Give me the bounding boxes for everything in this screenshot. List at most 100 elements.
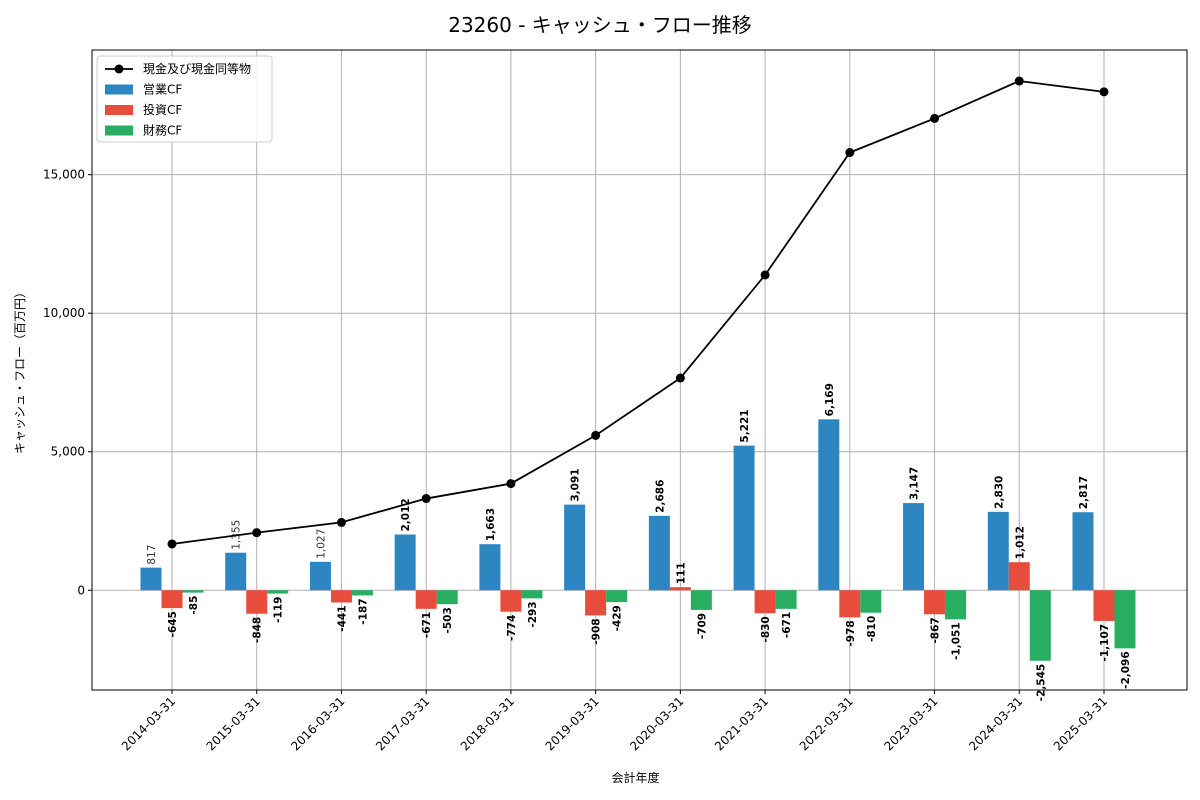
bar-label: -671 <box>781 612 793 638</box>
bar <box>1029 590 1051 661</box>
bar <box>394 534 416 591</box>
bar-label: -2,545 <box>1035 664 1047 702</box>
bar <box>479 544 501 591</box>
cash-point <box>506 479 516 489</box>
bar-label: 2,686 <box>654 480 666 513</box>
cash-point <box>591 430 601 440</box>
y-tick-label: 10,000 <box>43 306 85 320</box>
bar <box>754 590 776 614</box>
bar <box>225 552 247 591</box>
bar <box>140 567 162 591</box>
cash-point <box>760 270 770 280</box>
cash-point <box>167 539 177 549</box>
y-axis-label: キャッシュ・フロー（百万円） <box>13 286 27 454</box>
bar-label: -709 <box>696 613 708 639</box>
bar-label: 2,830 <box>993 476 1005 509</box>
bar <box>415 590 437 609</box>
bar-label: -85 <box>188 596 200 615</box>
bar-label: -848 <box>252 617 264 643</box>
bar-label: 3,091 <box>570 468 582 501</box>
legend-bar-swatch <box>105 84 133 95</box>
y-tick-label: 15,000 <box>43 168 85 182</box>
bar-label: 1,012 <box>1014 526 1026 559</box>
bar <box>500 590 522 612</box>
bar-label: -774 <box>506 615 518 641</box>
chart-title: 23260 - キャッシュ・フロー推移 <box>448 13 752 37</box>
bar-label: 2,817 <box>1078 476 1090 509</box>
bar <box>1008 562 1030 591</box>
cash-point <box>1014 76 1024 86</box>
bar <box>1114 590 1136 649</box>
cash-point <box>336 517 346 527</box>
bar-label: 1,027 <box>315 529 327 559</box>
bar <box>182 590 204 593</box>
cash-point <box>675 373 685 383</box>
bar-label: -978 <box>845 620 857 646</box>
bar <box>1072 512 1094 591</box>
y-axis: 0 5,000 10,000 15,000 <box>43 168 92 597</box>
bar <box>436 590 458 605</box>
bar-label: 3,147 <box>909 467 921 500</box>
bar <box>606 590 628 603</box>
x-axis: 2014-03-31 2015-03-31 2016-03-31 2017-03-31… <box>119 690 1110 753</box>
bar <box>648 515 670 591</box>
x-tick-label: 2020-03-31 <box>627 694 686 753</box>
bar <box>585 590 607 616</box>
bar <box>267 590 289 594</box>
x-tick-label: 2017-03-31 <box>373 694 432 753</box>
cash-point <box>1099 87 1109 97</box>
bar-label: -187 <box>357 598 369 624</box>
bar-label: -671 <box>421 612 433 638</box>
bar-label: 5,221 <box>739 409 751 442</box>
bar <box>775 590 797 609</box>
bar-label: -2,096 <box>1120 651 1132 689</box>
plot-frame <box>91 49 1188 691</box>
bar-label: -429 <box>612 605 624 631</box>
bar-label: -810 <box>866 616 878 642</box>
legend-box <box>96 55 273 143</box>
bar-label: -867 <box>930 617 942 643</box>
bar <box>161 590 183 609</box>
bar-label: -830 <box>760 616 772 642</box>
cash-point <box>252 528 262 538</box>
legend-bar-swatch <box>105 125 133 136</box>
bar <box>945 590 967 620</box>
bar-label: -1,051 <box>951 622 963 660</box>
bar-label: 6,169 <box>824 383 836 416</box>
cash-point <box>421 494 431 504</box>
cash-point <box>845 148 855 158</box>
bar <box>839 590 861 618</box>
bar <box>669 587 691 591</box>
bar-label: 2,012 <box>400 498 412 531</box>
x-tick-label: 2016-03-31 <box>288 694 347 753</box>
bar-label: -503 <box>442 607 454 633</box>
bar-label: 111 <box>675 562 687 584</box>
x-tick-label: 2019-03-31 <box>543 694 602 753</box>
bar <box>987 511 1009 591</box>
bar-label: -645 <box>167 611 179 637</box>
x-tick-label: 2022-03-31 <box>797 694 856 753</box>
legend-entry: 投資CF <box>143 102 182 117</box>
x-tick-label: 2025-03-31 <box>1051 694 1110 753</box>
cash-line-path <box>171 80 1105 545</box>
y-tick-label: 5,000 <box>51 445 85 459</box>
bar <box>309 561 331 591</box>
x-tick-label: 2021-03-31 <box>712 694 771 753</box>
bar-label: -119 <box>273 597 285 623</box>
bar-label: 1,663 <box>485 508 497 541</box>
bar <box>564 504 586 591</box>
grid <box>92 50 1187 690</box>
legend-entry: 財務CF <box>143 123 182 138</box>
bar-label: -293 <box>527 601 539 627</box>
cash-line <box>167 76 1109 549</box>
bar <box>924 590 946 615</box>
bar <box>903 503 925 591</box>
legend-marker <box>114 64 124 74</box>
legend-entry: 営業CF <box>143 83 182 97</box>
legend-bar-swatch <box>105 105 133 115</box>
bar <box>521 590 543 599</box>
x-tick-label: 2014-03-31 <box>119 694 178 753</box>
legend-entry: 現金及び現金同等物 <box>143 61 251 76</box>
